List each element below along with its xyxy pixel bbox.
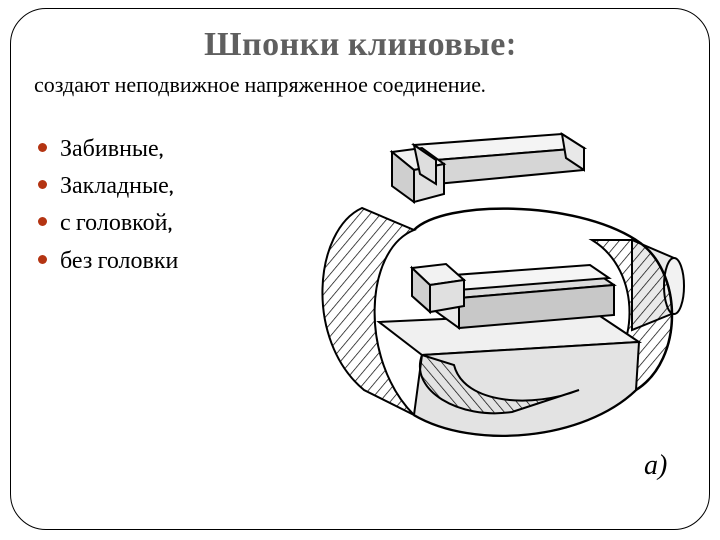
content-row: Забивные, Закладные, с головкой, без гол… — [28, 120, 692, 500]
page-title: Шпонки клиновые: — [28, 24, 692, 64]
key-assembly-drawing — [244, 90, 714, 490]
figure: а) — [284, 120, 692, 500]
figure-label: а) — [644, 450, 667, 482]
slide: Шпонки клиновые: создают неподвижное нап… — [0, 0, 720, 540]
